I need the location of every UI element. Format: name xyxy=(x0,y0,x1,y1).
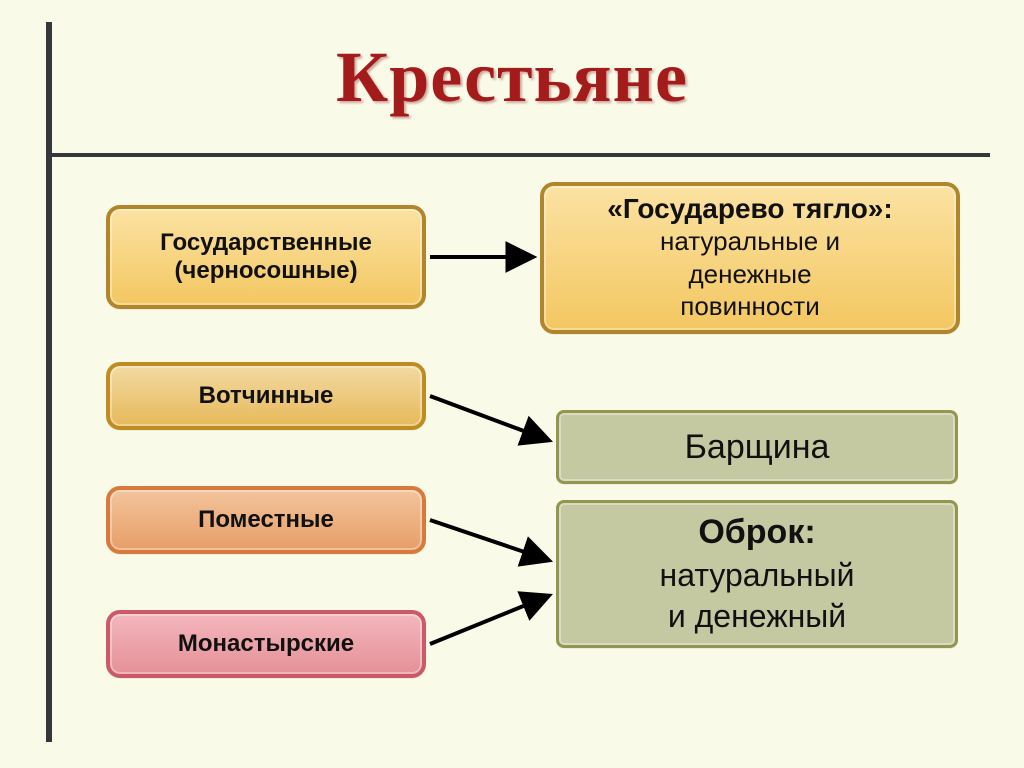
obrok-line1: натуральный xyxy=(660,555,855,597)
node-pomestnye: Поместные xyxy=(106,486,426,554)
frame-vertical xyxy=(46,22,52,742)
node-votchinnye: Вотчинные xyxy=(106,362,426,430)
frame-horizontal xyxy=(46,153,990,157)
gos-line2: (черносошные) xyxy=(174,257,357,285)
arrow-pom-obrok xyxy=(430,520,548,560)
mon-label: Монастырские xyxy=(178,630,354,658)
node-barshchina: Барщина xyxy=(556,410,958,484)
pom-label: Поместные xyxy=(198,506,334,534)
tyglo-line1: натуральные и xyxy=(660,225,840,258)
tyglo-line2: денежные xyxy=(688,258,811,291)
tyglo-line3: повинности xyxy=(680,290,819,323)
obrok-line2: и денежный xyxy=(668,596,846,638)
obrok-title: Оброк: xyxy=(698,510,815,554)
node-gosudarstvennye: Государственные (черносошные) xyxy=(106,205,426,309)
gos-line1: Государственные xyxy=(160,229,372,257)
arrow-mon-obrok xyxy=(430,596,548,644)
node-tyglo: «Государево тягло»: натуральные и денежн… xyxy=(540,182,960,334)
tyglo-title: «Государево тягло»: xyxy=(607,193,892,225)
node-monastyrskie: Монастырские xyxy=(106,610,426,678)
barshchina-label: Барщина xyxy=(685,428,830,467)
node-obrok: Оброк: натуральный и денежный xyxy=(556,500,958,648)
arrow-vot-bar xyxy=(430,396,548,440)
vot-label: Вотчинные xyxy=(199,382,334,410)
page-title: Крестьяне xyxy=(0,36,1024,119)
